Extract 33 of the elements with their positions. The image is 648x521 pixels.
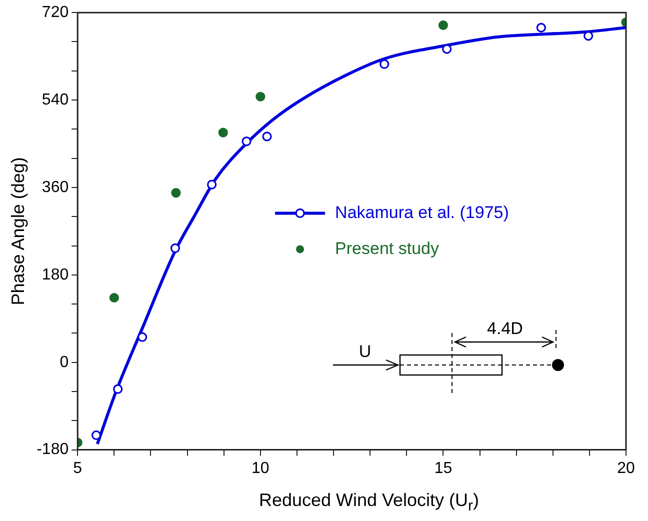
point [218, 128, 228, 138]
point [138, 332, 148, 342]
point [256, 92, 266, 102]
y-tick-label: -180 [36, 441, 69, 458]
point [584, 31, 594, 41]
legend-label: Present study [335, 238, 440, 258]
point [109, 292, 119, 303]
annotation: 4.4D [487, 319, 523, 338]
y-tick-label: 720 [42, 4, 69, 22]
x-tick-label: 15 [434, 460, 452, 477]
point [242, 136, 252, 146]
point [380, 59, 390, 69]
x-tick-label: 20 [617, 460, 635, 477]
point [438, 20, 448, 30]
point [171, 188, 181, 198]
y-axis-title: Phase Angle (deg) [8, 157, 28, 306]
x-axis-title: Reduced Wind Velocity (U$_{r}$) [258, 490, 480, 515]
point [262, 132, 272, 142]
annotation: U [358, 342, 372, 361]
point [113, 384, 123, 394]
point [206, 180, 217, 190]
y-tick-label: 540 [42, 91, 69, 108]
x-tick-label: 10 [252, 460, 270, 477]
legend-label: Nakamura et al. (1975) [335, 202, 509, 222]
point [91, 430, 102, 440]
y-tick-label: 360 [42, 178, 69, 196]
point [442, 44, 452, 54]
point [170, 243, 180, 253]
y-tick-label: 0 [60, 354, 69, 371]
x-tick-label: 5 [73, 460, 82, 477]
line-series [96, 26, 626, 446]
y-tick-label: 180 [42, 266, 69, 284]
point [536, 22, 546, 32]
